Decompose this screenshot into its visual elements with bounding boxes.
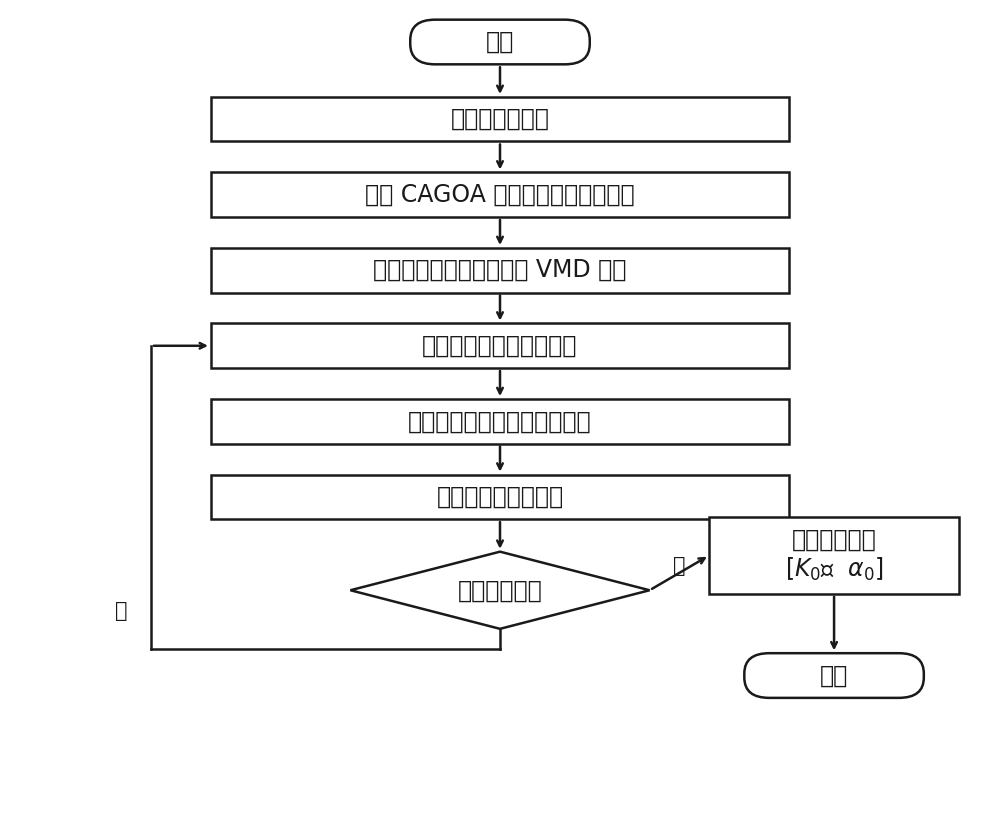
Text: 输出最优结果
[$K_0$，  $\alpha_0$]: 输出最优结果 [$K_0$， $\alpha_0$] — [785, 527, 883, 583]
Text: 在种群条件下对信号进行 VMD 分解: 在种群条件下对信号进行 VMD 分解 — [373, 258, 627, 282]
FancyBboxPatch shape — [744, 653, 924, 698]
Text: 计算种群每个个体适应度: 计算种群每个个体适应度 — [422, 334, 578, 358]
FancyBboxPatch shape — [410, 20, 590, 64]
FancyBboxPatch shape — [709, 517, 959, 594]
FancyBboxPatch shape — [211, 248, 789, 293]
Text: 更新每个种群的位置: 更新每个种群的位置 — [436, 485, 564, 509]
Polygon shape — [350, 552, 650, 629]
Text: 是: 是 — [673, 556, 686, 575]
Text: 设置 CAGOA 参数及初始化种群参数: 设置 CAGOA 参数及初始化种群参数 — [365, 183, 635, 207]
FancyBboxPatch shape — [211, 97, 789, 142]
FancyBboxPatch shape — [211, 324, 789, 368]
FancyBboxPatch shape — [211, 474, 789, 519]
Text: 满足迭代次数: 满足迭代次数 — [458, 579, 542, 602]
FancyBboxPatch shape — [211, 399, 789, 443]
Text: 开始: 开始 — [486, 30, 514, 54]
Text: 否: 否 — [115, 601, 127, 621]
Text: 建立适应度函数: 建立适应度函数 — [451, 107, 549, 131]
FancyBboxPatch shape — [211, 172, 789, 217]
Text: 结束: 结束 — [820, 663, 848, 688]
Text: 计算最佳个体及全局最佳个体: 计算最佳个体及全局最佳个体 — [408, 409, 592, 434]
